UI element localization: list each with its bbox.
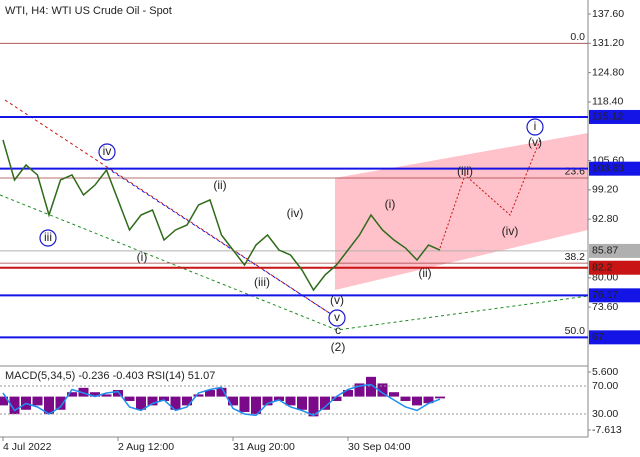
macd-bar — [9, 396, 20, 415]
macd-bar — [216, 387, 227, 397]
macd-bar — [400, 396, 411, 401]
wave-label: (i) — [137, 250, 148, 264]
wave-label: (i) — [385, 197, 396, 211]
x-tick-label: 2 Aug 12:00 — [118, 441, 174, 453]
macd-bar — [251, 396, 261, 415]
macd-bar — [101, 394, 112, 397]
macd-bar — [0, 396, 8, 406]
wave-circle — [328, 309, 346, 327]
macd-bar — [389, 392, 399, 397]
level-box — [589, 243, 640, 258]
trend-line — [0, 194, 589, 331]
wave-label: (iv) — [502, 224, 519, 238]
y-tick-label: -7.613 — [592, 424, 622, 436]
fib-label: 50.0 — [565, 325, 586, 337]
macd-bar — [285, 396, 296, 406]
level-label: 76.17 — [592, 289, 618, 301]
wave-label: (ii) — [213, 178, 226, 192]
macd-bar — [423, 396, 434, 404]
macd-bar — [44, 396, 54, 415]
level-box — [589, 330, 640, 345]
y-tick-label: 137.60 — [592, 8, 624, 20]
wave-label: iv — [103, 144, 112, 158]
wave-label: (ii) — [418, 266, 431, 280]
macd-bar — [377, 383, 388, 397]
level-label: 85.87 — [592, 245, 618, 257]
macd-bar — [239, 396, 250, 412]
wave-label: i — [534, 119, 537, 133]
level-label: 115.12 — [592, 111, 623, 123]
macd-bar — [331, 396, 342, 401]
macd-bar — [55, 396, 66, 410]
wave-circle — [98, 143, 116, 161]
wave-label: (iv) — [287, 206, 304, 220]
fib-label: 23.6 — [565, 166, 586, 178]
macd-bar — [297, 396, 307, 410]
wave-label: c — [335, 323, 341, 337]
y-tick-label: 73.60 — [592, 301, 618, 313]
price-line — [2, 139, 441, 292]
x-tick-label: 30 Sep 04:00 — [348, 441, 411, 453]
indicator-title: MACD(5,34,5) -0.236 -0.403 RSI(14) 51.07 — [5, 370, 215, 382]
y-tick-label: 30.00 — [592, 408, 618, 420]
level-box — [589, 288, 640, 303]
y-tick-label: 70.00 — [592, 380, 618, 392]
macd-bar — [412, 396, 422, 406]
macd-bar — [90, 392, 100, 397]
macd-bar — [32, 396, 43, 406]
trend-line — [4, 99, 338, 319]
y-tick-label: 99.20 — [592, 184, 618, 196]
x-tick-label: 31 Aug 20:00 — [233, 441, 295, 453]
macd-bar — [354, 383, 365, 397]
level-label: 67 — [592, 331, 604, 343]
y-tick-label: 5.600 — [592, 366, 618, 378]
wave-circle — [526, 118, 544, 136]
wave-label: (v) — [330, 293, 344, 307]
level-label: 103.83 — [592, 162, 624, 174]
macd-bar — [228, 396, 238, 406]
macd-bar — [366, 376, 376, 397]
level-label: 82.2 — [592, 262, 613, 274]
wave-circle — [39, 229, 57, 247]
macd-bar — [205, 390, 215, 397]
level-box — [589, 161, 640, 176]
macd-bar — [67, 392, 77, 397]
fib-label: 0.0 — [570, 31, 585, 43]
wave-label: (iii) — [254, 275, 270, 289]
macd-bar — [170, 396, 181, 410]
macd-bar — [159, 396, 169, 401]
macd-bar — [308, 396, 319, 417]
rsi-line — [2, 383, 441, 417]
macd-bar — [193, 394, 204, 397]
forecast-path — [439, 139, 541, 249]
macd-bar — [124, 396, 135, 401]
macd-bar — [343, 390, 353, 397]
trend-line — [106, 167, 338, 319]
wave-label: (iii) — [457, 164, 473, 178]
macd-bar — [262, 396, 273, 406]
chart-title: WTI, H4: WTI US Crude Oil - Spot — [5, 5, 172, 17]
macd-bar — [113, 390, 123, 397]
fib-label: 38.2 — [565, 251, 586, 263]
macd-bar — [274, 396, 284, 401]
wave-label: v — [334, 310, 340, 324]
macd-bar — [182, 396, 192, 406]
macd-bar — [136, 396, 146, 410]
y-tick-label: 124.80 — [592, 66, 624, 78]
wave-label: (2) — [331, 340, 346, 354]
wave-label: iii — [44, 230, 52, 244]
y-tick-label: 92.80 — [592, 213, 618, 225]
y-tick-label: 131.20 — [592, 37, 624, 49]
macd-bar — [320, 396, 330, 410]
wave-label: (v) — [528, 135, 542, 149]
level-box — [589, 109, 640, 124]
macd-bar — [435, 396, 445, 399]
level-box — [589, 260, 640, 275]
macd-bar — [147, 396, 158, 406]
x-tick-label: 4 Jul 2022 — [3, 441, 52, 453]
y-tick-label: 118.40 — [592, 96, 623, 108]
